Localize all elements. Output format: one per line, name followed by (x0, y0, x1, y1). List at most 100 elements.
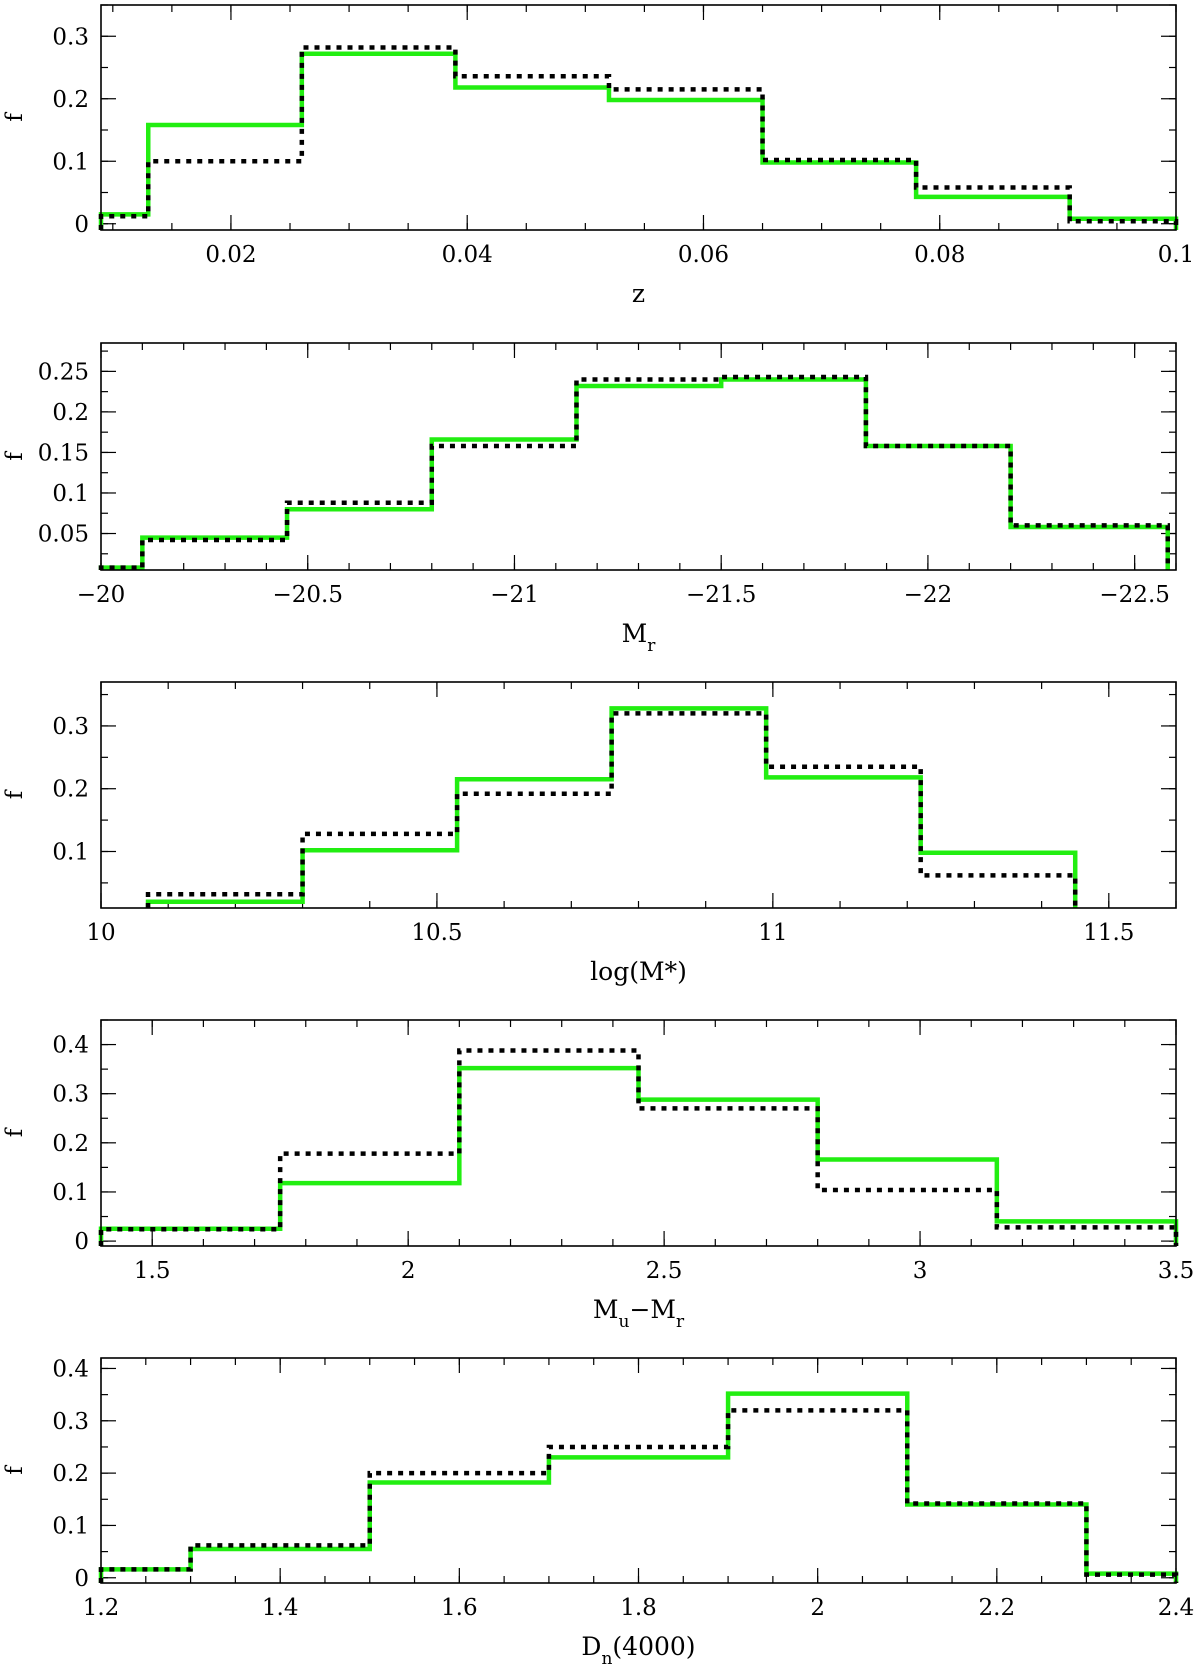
panel-color-ylabel: f (2, 1127, 28, 1137)
y-tick-label: 0.3 (52, 714, 89, 740)
x-tick-label: 0.1 (1158, 242, 1195, 268)
y-tick-label: 0.4 (52, 1033, 89, 1059)
x-tick-label: 2 (810, 1595, 825, 1621)
series-black-dotted-step (145, 711, 1078, 908)
x-tick-label: 0.02 (205, 242, 256, 268)
panel-stellar-mass-tick-labels: 10 10.5 11 11.5 0.1 0.2 0.3 (52, 714, 1134, 946)
y-tick-label: 0 (74, 1229, 89, 1255)
panel-stellar-mass-xlabel-main: log(M*) (590, 957, 687, 986)
panel-color-xlabel-sub: u (618, 1312, 629, 1332)
y-tick-label: 0.2 (52, 777, 89, 803)
panel-dn4000: 1.2 1.4 1.6 1.8 2 2.2 2.4 0 0.1 0.2 0.3 0.4 f Dn(40… (2, 1356, 1194, 1669)
y-tick-label: 0.15 (38, 440, 89, 466)
y-tick-label: 0.1 (52, 481, 89, 507)
x-tick-label: 1.2 (83, 1595, 120, 1621)
x-tick-label: 0.04 (442, 242, 493, 268)
panel-color-xlabel: Mu−Mr (593, 1295, 685, 1332)
x-tick-label: 1.5 (134, 1258, 171, 1284)
panel-redshift-frame (100, 4, 1177, 231)
panel-abs-magnitude-ylabel: f (2, 451, 28, 461)
x-tick-label: 2 (401, 1258, 416, 1284)
y-tick-label: 0.25 (38, 359, 89, 385)
x-tick-label: 1.8 (620, 1595, 657, 1621)
panel-color-series (98, 1048, 1179, 1246)
y-tick-label: 0.2 (52, 1131, 89, 1157)
panel-stellar-mass-xlabel: log(M*) (590, 957, 687, 986)
panel-color-xlabel-mid: −M (629, 1295, 676, 1324)
x-tick-label: 2.2 (979, 1595, 1016, 1621)
series-green-step (98, 1391, 1179, 1583)
panel-color-frame (100, 1019, 1177, 1247)
series-green-step (98, 51, 1179, 230)
panel-color-xlabel-main: M (593, 1295, 619, 1324)
panel-abs-magnitude: −20 −20.5 −21 −21.5 −22 −22.5 0.05 0.1 0.15 0.2 0.… (2, 342, 1177, 656)
panel-abs-magnitude-frame (100, 342, 1177, 571)
y-tick-label: 0.2 (52, 400, 89, 426)
x-tick-label: 10.5 (411, 920, 462, 946)
y-tick-label: 0.1 (52, 840, 89, 866)
x-tick-label: −21.5 (686, 582, 756, 608)
y-tick-label: 0.3 (52, 24, 89, 50)
series-green-step (98, 1065, 1179, 1246)
panel-dn4000-xlabel-sub: n (601, 1649, 612, 1669)
panel-redshift: 0.02 0.04 0.06 0.08 0.1 0 0.1 0.2 0.3 f z (2, 4, 1194, 308)
panel-abs-magnitude-xlabel-sub: r (647, 636, 656, 656)
y-tick-label: 0 (74, 1566, 89, 1592)
panel-dn4000-series (98, 1391, 1179, 1583)
panel-color-ticks (100, 1019, 1177, 1246)
series-green-step (145, 706, 1078, 908)
x-tick-label: 10 (86, 920, 115, 946)
y-tick-label: 0.3 (52, 1082, 89, 1108)
series-black-dotted-step (98, 45, 1179, 230)
y-tick-label: 0.2 (52, 87, 89, 113)
x-tick-label: −20.5 (272, 582, 342, 608)
panel-dn4000-xlabel-tail: (4000) (612, 1632, 695, 1661)
panel-color-xlabel-sub2: r (676, 1312, 685, 1332)
x-tick-label: 0.08 (914, 242, 965, 268)
y-tick-label: 0 (74, 212, 89, 238)
panel-dn4000-frame (100, 1357, 1177, 1584)
panel-redshift-xlabel: z (632, 279, 645, 308)
x-tick-label: 0.06 (678, 242, 729, 268)
x-tick-label: 11.5 (1083, 920, 1134, 946)
y-tick-label: 0.4 (52, 1356, 89, 1382)
panel-color-tick-labels: 1.5 2 2.5 3 3.5 0 0.1 0.2 0.3 0.4 (52, 1033, 1194, 1284)
y-tick-label: 0.05 (38, 522, 89, 548)
x-tick-label: 3.5 (1158, 1258, 1195, 1284)
panel-dn4000-xlabel: Dn(4000) (581, 1632, 695, 1669)
panel-redshift-tick-labels: 0.02 0.04 0.06 0.08 0.1 0 0.1 0.2 0.3 (52, 24, 1194, 268)
panel-stellar-mass-ylabel: f (2, 789, 28, 799)
series-black-dotted-step (98, 1048, 1179, 1246)
y-tick-label: 0.1 (52, 149, 89, 175)
panel-dn4000-tick-labels: 1.2 1.4 1.6 1.8 2 2.2 2.4 0 0.1 0.2 0.3 0.4 (52, 1356, 1194, 1621)
panel-abs-magnitude-series (98, 374, 1170, 570)
x-tick-label: −22.5 (1099, 582, 1169, 608)
panel-stellar-mass: 10 10.5 11 11.5 0.1 0.2 0.3 f log(M*) (2, 681, 1177, 986)
x-tick-label: 11 (758, 920, 787, 946)
panel-redshift-series (98, 45, 1179, 230)
panel-redshift-ylabel: f (2, 112, 28, 122)
x-tick-label: 2.4 (1158, 1595, 1195, 1621)
panel-dn4000-xlabel-main: D (581, 1632, 601, 1661)
x-tick-label: 3 (913, 1258, 928, 1284)
series-black-dotted-step (98, 374, 1170, 570)
panel-redshift-xlabel-main: z (632, 279, 645, 308)
x-tick-label: 1.6 (441, 1595, 478, 1621)
panel-stellar-mass-frame (100, 681, 1177, 909)
x-tick-label: 1.4 (262, 1595, 299, 1621)
x-tick-label: −22 (904, 582, 953, 608)
series-black-dotted-step (98, 1408, 1179, 1583)
panel-abs-magnitude-tick-labels: −20 −20.5 −21 −21.5 −22 −22.5 0.05 0.1 0.15 0.2 0.… (38, 359, 1170, 608)
x-tick-label: −21 (490, 582, 539, 608)
x-tick-label: −20 (77, 582, 126, 608)
panel-color: 1.5 2 2.5 3 3.5 0 0.1 0.2 0.3 0.4 f Mu−Mr (2, 1019, 1194, 1332)
y-tick-label: 0.1 (52, 1513, 89, 1539)
x-tick-label: 2.5 (646, 1258, 683, 1284)
panel-stellar-mass-series (145, 706, 1078, 908)
panel-abs-magnitude-xlabel-main: M (622, 619, 648, 648)
y-tick-label: 0.1 (52, 1180, 89, 1206)
panel-dn4000-ylabel: f (2, 1465, 28, 1475)
panel-abs-magnitude-xlabel: Mr (622, 619, 657, 656)
y-tick-label: 0.3 (52, 1409, 89, 1435)
